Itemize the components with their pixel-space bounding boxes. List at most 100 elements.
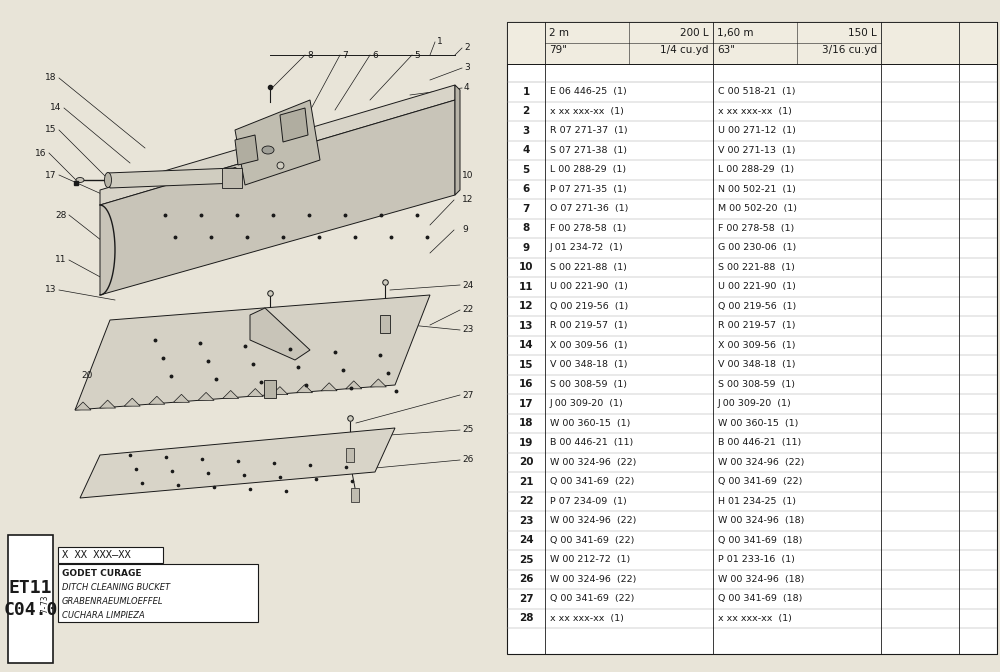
Text: 13: 13 [45,286,56,294]
Text: S 00 308-59  (1): S 00 308-59 (1) [550,380,627,388]
Text: U 00 221-90  (1): U 00 221-90 (1) [550,282,628,291]
Polygon shape [124,398,140,406]
Text: 1: 1 [522,87,530,97]
Polygon shape [100,400,116,408]
Text: W 00 324-96  (18): W 00 324-96 (18) [718,516,804,526]
Text: 1: 1 [437,38,443,46]
Text: R 07 271-37  (1): R 07 271-37 (1) [550,126,628,135]
Polygon shape [75,402,91,410]
Ellipse shape [76,177,84,183]
Text: GODET CURAGE: GODET CURAGE [62,569,142,579]
Text: DITCH CLEANING BUCKET: DITCH CLEANING BUCKET [62,583,170,593]
Text: 9: 9 [522,243,530,253]
Text: V 00 348-18  (1): V 00 348-18 (1) [718,360,796,369]
Polygon shape [223,390,239,398]
Text: 1,60 m: 1,60 m [717,28,754,38]
Text: F 00 278-58  (1): F 00 278-58 (1) [550,224,626,233]
Text: 79": 79" [549,45,567,55]
Text: Q 00 341-69  (22): Q 00 341-69 (22) [550,536,634,545]
Text: J 00 309-20  (1): J 00 309-20 (1) [550,399,624,409]
Text: 2: 2 [522,106,530,116]
Text: 3: 3 [522,126,530,136]
Text: X 00 309-56  (1): X 00 309-56 (1) [550,341,628,349]
Text: W 00 324-96  (22): W 00 324-96 (22) [550,458,636,467]
Text: 20: 20 [82,370,93,380]
Bar [58,564,258,622]
Text: 5: 5 [414,50,420,60]
Text: E 06 446-25  (1): E 06 446-25 (1) [550,87,627,96]
Text: S 00 308-59  (1): S 00 308-59 (1) [718,380,795,388]
Text: 28: 28 [519,614,533,623]
Bar [346,448,354,462]
Text: 14: 14 [519,340,533,350]
Text: 15: 15 [519,360,533,370]
Polygon shape [100,85,455,205]
Text: W 00 324-96  (22): W 00 324-96 (22) [718,458,804,467]
Bar [222,168,242,188]
Text: CUCHARA LIMPIEZA: CUCHARA LIMPIEZA [62,612,145,620]
Polygon shape [80,428,395,498]
Text: 8: 8 [522,223,530,233]
Text: 20: 20 [519,457,533,467]
Polygon shape [272,386,288,394]
Text: L 00 288-29  (1): L 00 288-29 (1) [550,165,626,174]
Text: V 00 348-18  (1): V 00 348-18 (1) [550,360,628,369]
Text: 14: 14 [50,103,61,112]
Text: S 00 221-88  (1): S 00 221-88 (1) [718,263,795,271]
Polygon shape [321,383,337,391]
Text: 2 m: 2 m [549,28,569,38]
Text: 19: 19 [200,351,212,360]
Polygon shape [198,392,214,401]
Text: W 00 324-96  (18): W 00 324-96 (18) [718,575,804,584]
Text: 13: 13 [519,321,533,331]
Text: Q 00 219-56  (1): Q 00 219-56 (1) [550,302,628,310]
Text: 17: 17 [45,171,56,179]
Text: G 00 230-06  (1): G 00 230-06 (1) [718,243,796,252]
Polygon shape [455,85,460,195]
Text: 27: 27 [462,390,473,399]
Text: Q 00 341-69  (22): Q 00 341-69 (22) [550,477,634,487]
Text: 63": 63" [717,45,735,55]
Ellipse shape [104,173,112,187]
Polygon shape [346,381,362,389]
Text: 25: 25 [519,555,533,564]
Text: 24: 24 [519,536,533,545]
Text: P 01 233-16  (1): P 01 233-16 (1) [718,555,795,564]
Polygon shape [107,168,237,188]
Text: W 00 324-96  (22): W 00 324-96 (22) [550,575,636,584]
Text: Q 00 341-69  (22): Q 00 341-69 (22) [550,594,634,603]
Text: Q 00 341-69  (18): Q 00 341-69 (18) [718,594,802,603]
Text: M 00 502-20  (1): M 00 502-20 (1) [718,204,797,213]
Text: 18: 18 [519,418,533,428]
Text: 8: 8 [307,50,313,60]
Text: 5: 5 [522,165,530,175]
Text: 21: 21 [209,314,220,323]
Text: 200 L: 200 L [680,28,709,38]
Text: V 00 271-13  (1): V 00 271-13 (1) [718,146,796,155]
Text: 28: 28 [55,210,66,220]
Text: 22: 22 [462,306,473,314]
Bar [58,547,163,563]
Text: 4: 4 [522,145,530,155]
Text: 1/4 cu.yd: 1/4 cu.yd [660,45,709,55]
Text: W 00 360-15  (1): W 00 360-15 (1) [550,419,630,428]
Bar [351,488,359,502]
Polygon shape [235,135,258,165]
Text: Q 00 341-69  (18): Q 00 341-69 (18) [718,536,802,545]
Polygon shape [280,108,308,142]
Text: 22: 22 [519,496,533,506]
Bar [8,535,53,663]
Text: 12: 12 [519,301,533,311]
Text: 19: 19 [519,437,533,448]
Bar [507,22,997,64]
Text: x xx xxx-xx  (1): x xx xxx-xx (1) [718,614,792,623]
Text: U 00 221-90  (1): U 00 221-90 (1) [718,282,796,291]
Polygon shape [370,379,386,387]
Text: X XX XXX–XX: X XX XXX–XX [62,550,131,560]
Text: R 00 219-57  (1): R 00 219-57 (1) [550,321,628,330]
Text: H 01 234-25  (1): H 01 234-25 (1) [718,497,796,506]
Text: GRABENRAEUMLOEFFEL: GRABENRAEUMLOEFFEL [62,597,164,607]
Text: 3/16 cu.yd: 3/16 cu.yd [822,45,877,55]
Text: 12: 12 [462,196,473,204]
Text: P 07 271-35  (1): P 07 271-35 (1) [550,185,627,194]
